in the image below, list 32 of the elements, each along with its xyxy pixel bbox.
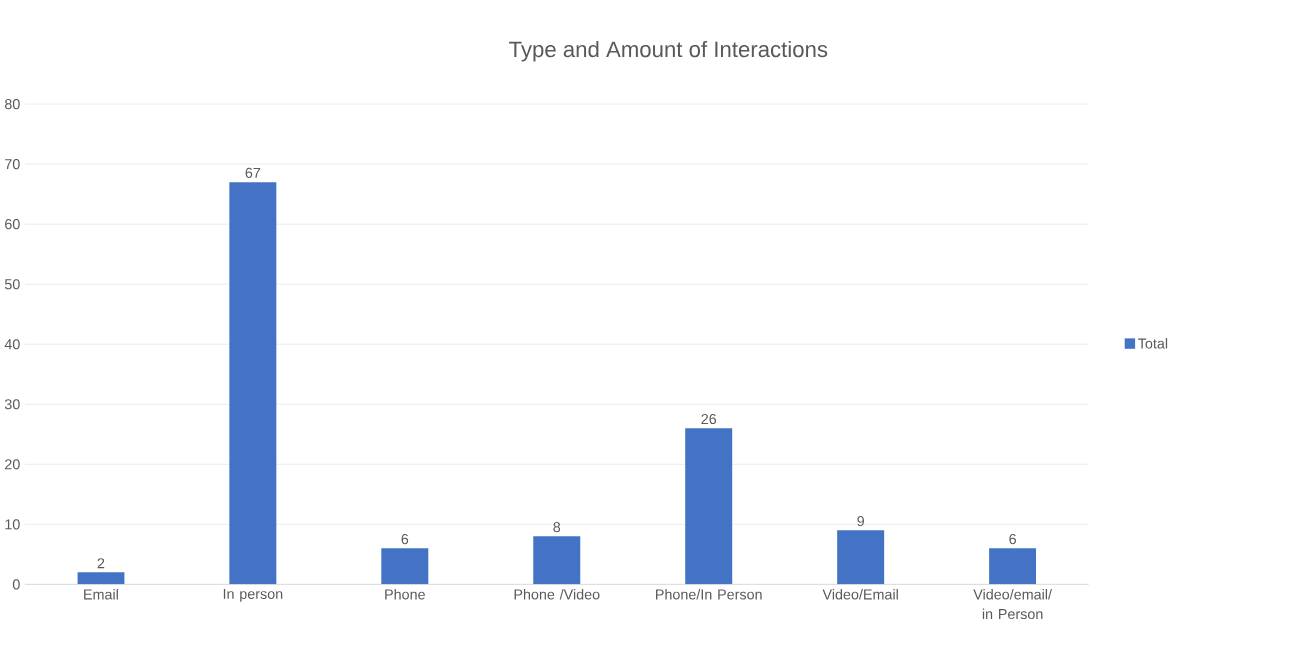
y-tick-label: 0: [12, 579, 20, 590]
data-label: 6: [1009, 534, 1016, 545]
y-tick-label: 80: [4, 99, 20, 110]
x-tick-label: Phone/In Person: [656, 589, 762, 600]
y-tick-label: 20: [5, 459, 20, 470]
data-label: 26: [701, 414, 717, 425]
x-tick-label: In person: [223, 589, 283, 603]
bar: [685, 428, 733, 585]
x-tick-label: Phone /Video: [514, 589, 600, 600]
x-tick-label: Video/Email: [822, 589, 898, 600]
y-tick-label: 60: [5, 219, 20, 230]
y-tick-label: 10: [5, 519, 20, 530]
y-tick-label: 30: [4, 399, 20, 410]
legend-label: Total: [1138, 338, 1168, 349]
y-tick-label: 70: [5, 159, 20, 170]
bar: [989, 548, 1037, 585]
data-label: 6: [401, 534, 409, 545]
y-tick-label: 50: [4, 279, 20, 290]
bar: [381, 548, 429, 585]
x-tick-label: Video/email/ in Person: [973, 589, 1052, 620]
x-tick-label: Email: [84, 589, 118, 600]
bar: [77, 572, 125, 585]
y-tick-label: 40: [4, 339, 20, 350]
chart-title: Type and Amount of Interactions: [509, 41, 828, 62]
data-label: 8: [553, 522, 561, 533]
bar: [533, 536, 581, 585]
x-tick-label: Phone: [385, 589, 425, 600]
bar: [229, 182, 277, 585]
data-label: 2: [97, 558, 105, 569]
data-label: 9: [857, 516, 864, 527]
data-label: 67: [245, 168, 261, 179]
bar: [837, 530, 885, 585]
